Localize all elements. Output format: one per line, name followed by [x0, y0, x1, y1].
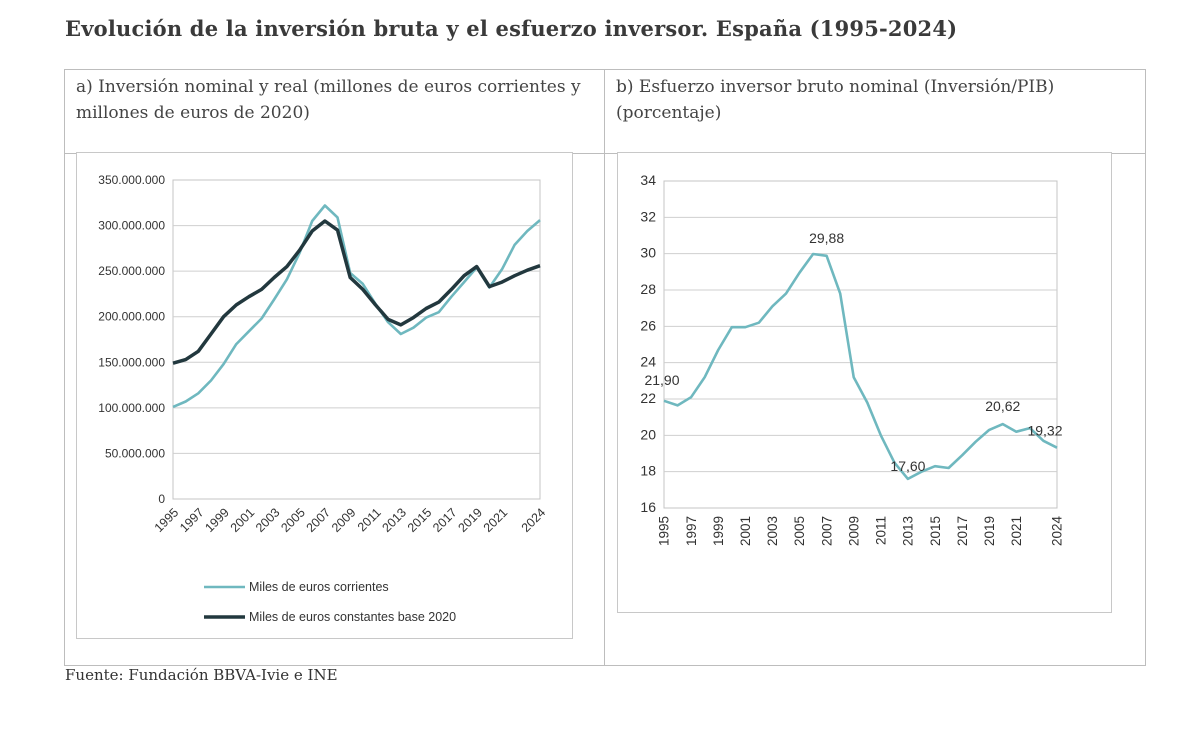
chart-a-series-line-1	[172, 204, 541, 409]
chart-b-x-tick-label: 2021	[1009, 516, 1024, 546]
chart-b-x-tick-label: 1999	[711, 516, 726, 546]
panel-a-heading: a) Inversión nominal y real (millones de…	[76, 77, 581, 123]
chart-b-plot-area	[663, 180, 1058, 509]
chart-a-x-tick-label: 2001	[228, 505, 258, 535]
chart-a-y-tick-label: 100.000.000	[98, 401, 165, 415]
chart-a-x-tick-label: 2009	[329, 505, 359, 535]
chart-b-x-tick-label: 2001	[738, 516, 753, 546]
chart-a-y-tick-label: 250.000.000	[98, 264, 165, 278]
chart-b-data-label: 29,88	[809, 230, 844, 246]
chart-a-series-line-2	[172, 219, 541, 365]
chart-a-y-tick-label: 300.000.000	[98, 219, 165, 233]
chart-b-y-tick-label: 26	[640, 317, 656, 333]
chart-a-y-tick-label: 200.000.000	[98, 310, 165, 324]
chart-a-x-tick-label: 2024	[519, 505, 549, 535]
header-divider	[64, 153, 1146, 154]
chart-b: 16 18 20 22 24 26 28 30 32 34 1995 1997 1999 2001 2003…	[640, 172, 1065, 547]
chart-a-x-tick-label: 2003	[253, 505, 283, 535]
chart-b-x-tick-label: 2024	[1050, 516, 1065, 547]
chart-b-y-tick-label: 24	[640, 354, 656, 370]
chart-b-x-tick-label: 2013	[901, 516, 916, 546]
chart-a-x-tick-label: 2021	[481, 505, 511, 535]
chart-b-frame: 16 18 20 22 24 26 28 30 32 34 1995 1997 1999 2001 2003…	[617, 152, 1112, 613]
chart-b-data-label: 19,32	[1027, 423, 1062, 439]
chart-a-x-tick-label: 1995	[152, 505, 182, 535]
page-title: Evolución de la inversión bruta y el esf…	[65, 16, 958, 41]
chart-b-data-label: 21,90	[644, 372, 679, 388]
column-divider	[604, 69, 605, 666]
chart-b-y-tick-label: 28	[640, 281, 656, 297]
table-frame	[64, 69, 1146, 666]
chart-a-x-tick-label: 2015	[405, 505, 435, 535]
source-note: Fuente: Fundación BBVA-Ivie e INE	[65, 666, 338, 684]
chart-a-frame: 0 50.000.000 100.000.000 150.000.000 200.000…	[76, 152, 573, 639]
chart-a: 0 50.000.000 100.000.000 150.000.000 200.000…	[98, 173, 549, 624]
chart-b-x-tick-label: 2011	[874, 516, 889, 545]
chart-b-y-tick-label: 22	[640, 390, 656, 406]
chart-b-x-tick-label: 2005	[792, 516, 807, 546]
legend-label-1: Miles de euros corrientes	[249, 580, 389, 594]
chart-b-data-label: 20,62	[985, 398, 1020, 414]
chart-b-data-label: 17,60	[890, 458, 925, 474]
chart-a-x-tick-label: 2005	[278, 505, 308, 535]
chart-b-x-tick-label: 2019	[982, 516, 997, 546]
chart-b-y-tick-label: 20	[640, 426, 656, 442]
chart-a-x-tick-label: 1999	[202, 505, 232, 535]
chart-a-x-tick-label: 1997	[177, 505, 207, 535]
chart-b-x-tick-label: 2009	[846, 516, 861, 546]
chart-b-y-tick-label: 30	[640, 245, 656, 261]
chart-a-y-tick-label: 50.000.000	[105, 446, 165, 460]
chart-b-y-tick-label: 32	[640, 208, 656, 224]
chart-a-x-tick-label: 2007	[304, 505, 334, 535]
chart-b-y-tick-label: 34	[640, 172, 656, 188]
chart-a-x-tick-label: 2019	[455, 505, 485, 535]
chart-b-series-line-1	[663, 252, 1058, 481]
chart-a-y-tick-label: 0	[158, 492, 165, 506]
chart-b-x-tick-label: 2017	[955, 516, 970, 546]
chart-a-y-tick-label: 150.000.000	[98, 355, 165, 369]
chart-b-x-tick-label: 2007	[819, 516, 834, 546]
chart-b-y-tick-label: 18	[640, 463, 656, 479]
chart-a-x-tick-label: 2013	[380, 505, 410, 535]
panel-b-heading: b) Esfuerzo inversor bruto nominal (Inve…	[616, 77, 1055, 123]
chart-b-x-tick-label: 2003	[765, 516, 780, 546]
chart-a-x-tick-label: 2017	[430, 505, 460, 535]
chart-a-plot-area	[172, 179, 541, 500]
legend-label-2: Miles de euros constantes base 2020	[249, 610, 456, 624]
chart-b-x-tick-label: 2015	[928, 516, 943, 546]
chart-a-x-tick-label: 2011	[355, 505, 384, 534]
chart-a-y-tick-label: 350.000.000	[98, 173, 165, 187]
chart-b-y-tick-label: 16	[640, 499, 656, 515]
chart-b-x-tick-label: 1997	[684, 516, 699, 546]
chart-b-x-tick-label: 1995	[657, 516, 672, 546]
